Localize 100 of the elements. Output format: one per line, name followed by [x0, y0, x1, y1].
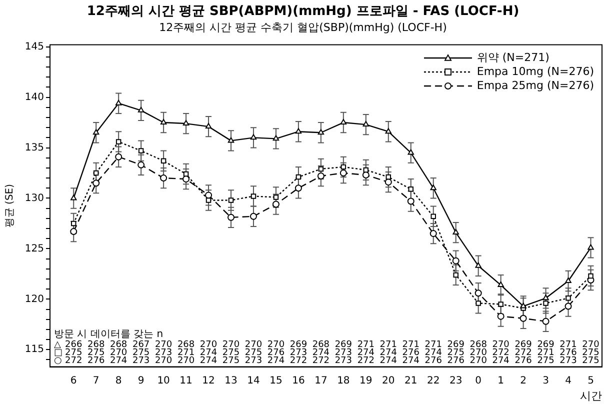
point — [520, 314, 527, 322]
annotation: 방문 시 데이터를 갖는 n — [54, 328, 164, 340]
point — [408, 149, 414, 155]
text: ○ 272 276 274 273 270 270 274 275 273 274 272 272 273 272 274 274 276 276 270 274 276 275 273 275 — [54, 356, 600, 366]
point — [430, 214, 436, 220]
x-tick-label: 14 — [247, 375, 260, 386]
x-tick-label: 13 — [224, 375, 238, 386]
point — [70, 194, 77, 200]
x-tick-label: 1 — [498, 375, 504, 386]
point — [542, 294, 549, 300]
x-tick-label: 16 — [292, 375, 305, 386]
y-tick-label: 125 — [24, 243, 44, 254]
x-tick-label: 3 — [542, 375, 549, 386]
x-tick-label: 7 — [92, 375, 100, 386]
legend-label: 위약 (N=271) — [476, 50, 550, 65]
point — [182, 176, 190, 183]
point — [138, 161, 145, 168]
point — [363, 167, 369, 173]
point — [93, 170, 99, 176]
point — [565, 278, 572, 283]
point — [273, 194, 279, 200]
point — [92, 180, 100, 187]
point — [272, 135, 280, 141]
x-tick-label: 20 — [382, 375, 395, 386]
y-tick-label: 120 — [24, 294, 44, 305]
point — [474, 290, 482, 297]
x-tick-label: 23 — [449, 375, 462, 386]
x-tick-label: 17 — [314, 375, 328, 386]
point — [317, 172, 324, 180]
x-tick-label: 19 — [360, 375, 372, 386]
point — [115, 153, 122, 160]
point — [92, 129, 100, 135]
point — [272, 200, 280, 208]
point — [340, 164, 346, 170]
x-tick-label: 9 — [138, 375, 144, 386]
y-tick-label: 135 — [24, 142, 44, 154]
legend-label: Empa 25mg (N=276) — [476, 78, 594, 93]
point — [250, 194, 256, 199]
point — [566, 296, 571, 301]
point — [205, 123, 212, 129]
point — [70, 220, 76, 226]
point — [250, 212, 257, 220]
y-tick-label: 115 — [24, 344, 44, 356]
x-tick-label: 22 — [426, 375, 440, 386]
point — [588, 244, 594, 250]
x-tick-label: 6 — [70, 375, 77, 386]
point — [543, 300, 548, 306]
y-tick-label: 145 — [24, 41, 44, 52]
point — [476, 300, 481, 306]
point — [452, 229, 459, 235]
point — [497, 312, 504, 320]
x-tick-label: 21 — [404, 375, 418, 386]
point — [205, 192, 212, 199]
point — [295, 128, 302, 134]
point — [318, 166, 324, 172]
point — [340, 119, 347, 125]
chart-title: 12주째의 시간 평균 SBP(ABPM)(mmHg) 프로파일 - FAS (LOCF-H) — [86, 4, 520, 20]
y-tick-label: 140 — [24, 92, 44, 103]
point — [228, 198, 234, 203]
point — [386, 174, 392, 180]
point — [588, 273, 594, 279]
x-tick-label: 11 — [180, 375, 192, 386]
point — [430, 230, 437, 238]
point — [498, 302, 504, 307]
point — [182, 120, 190, 126]
x-tick-label: 18 — [337, 375, 350, 386]
point — [138, 106, 144, 112]
point — [318, 129, 324, 135]
point — [183, 171, 189, 177]
point — [384, 178, 392, 186]
point — [228, 137, 234, 143]
x-axis-title: 시간 — [580, 389, 602, 402]
point — [475, 262, 482, 268]
point — [362, 172, 370, 179]
point — [542, 318, 550, 325]
chart-subtitle: 12주째의 시간 평균 수축기 혈압(SBP)(mmHg) (LOCF-H) — [159, 21, 447, 34]
legend-label: Empa 10mg (N=276) — [476, 64, 594, 79]
point — [115, 100, 122, 106]
point — [362, 121, 370, 127]
y-axis-title: 평균 (SE) — [4, 184, 16, 228]
point — [160, 119, 167, 125]
point — [408, 186, 414, 192]
x-tick-label: 0 — [475, 375, 482, 386]
point — [564, 302, 572, 310]
point — [160, 158, 166, 164]
point — [296, 174, 302, 180]
point — [294, 184, 302, 192]
point — [453, 272, 458, 278]
x-tick-label: 4 — [565, 375, 572, 386]
x-tick-label: 12 — [202, 375, 215, 386]
point — [520, 302, 526, 308]
x-tick-label: 10 — [157, 375, 170, 386]
point — [498, 282, 504, 288]
x-tick-label: 5 — [588, 375, 594, 386]
point — [206, 198, 212, 203]
point — [138, 148, 144, 154]
point — [385, 128, 392, 134]
point — [160, 174, 168, 182]
point — [116, 139, 122, 144]
x-tick-label: 15 — [270, 375, 282, 386]
